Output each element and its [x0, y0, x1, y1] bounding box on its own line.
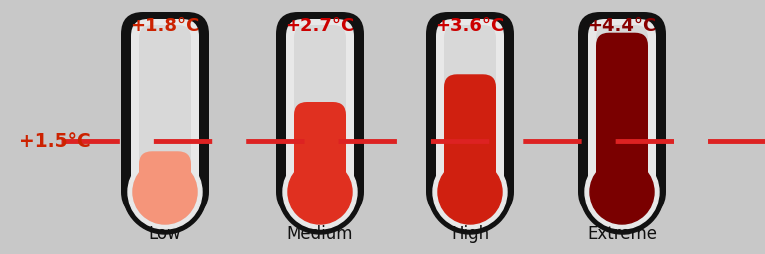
FancyBboxPatch shape: [139, 152, 191, 205]
Circle shape: [585, 155, 659, 229]
FancyBboxPatch shape: [286, 20, 354, 209]
FancyBboxPatch shape: [426, 13, 514, 214]
Circle shape: [590, 160, 654, 224]
FancyBboxPatch shape: [444, 26, 496, 205]
Text: Extreme: Extreme: [587, 224, 657, 242]
FancyBboxPatch shape: [596, 26, 648, 205]
Circle shape: [128, 155, 202, 229]
Text: +4.4°C: +4.4°C: [588, 17, 656, 35]
Text: +3.6°C: +3.6°C: [435, 17, 505, 35]
FancyBboxPatch shape: [444, 75, 496, 205]
Circle shape: [133, 160, 197, 224]
FancyBboxPatch shape: [294, 26, 346, 205]
FancyBboxPatch shape: [578, 13, 666, 214]
Circle shape: [438, 160, 502, 224]
FancyBboxPatch shape: [139, 26, 191, 205]
Circle shape: [428, 150, 512, 234]
FancyBboxPatch shape: [596, 34, 648, 205]
Circle shape: [438, 160, 502, 224]
FancyBboxPatch shape: [588, 20, 656, 209]
Text: +2.7°C: +2.7°C: [285, 17, 355, 35]
Circle shape: [590, 160, 654, 224]
FancyBboxPatch shape: [294, 103, 346, 205]
FancyBboxPatch shape: [276, 13, 364, 214]
Text: High: High: [451, 224, 489, 242]
Circle shape: [288, 160, 352, 224]
Circle shape: [278, 150, 362, 234]
Circle shape: [288, 160, 352, 224]
Circle shape: [133, 160, 197, 224]
FancyBboxPatch shape: [121, 13, 209, 214]
Text: Medium: Medium: [287, 224, 353, 242]
Text: +1.8°C: +1.8°C: [130, 17, 200, 35]
Circle shape: [433, 155, 507, 229]
Text: +1.5°C: +1.5°C: [19, 132, 91, 150]
Circle shape: [123, 150, 207, 234]
FancyBboxPatch shape: [131, 20, 199, 209]
Circle shape: [580, 150, 664, 234]
Text: Low: Low: [148, 224, 181, 242]
Circle shape: [283, 155, 357, 229]
FancyBboxPatch shape: [436, 20, 504, 209]
